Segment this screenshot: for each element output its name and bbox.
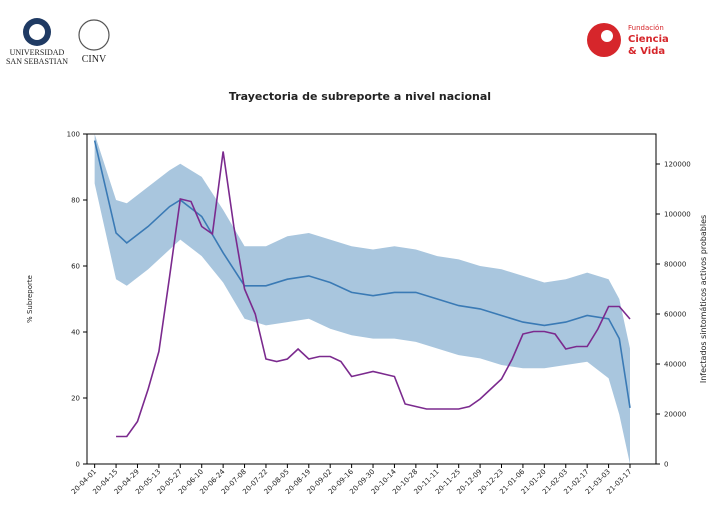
y2-tick-label: 0 bbox=[664, 461, 668, 469]
series-line bbox=[93, 140, 631, 409]
y2-axis-label: Infectados sintomáticos activos probable… bbox=[699, 215, 708, 383]
university-name: UNIVERSIDAD bbox=[10, 48, 65, 57]
usс-logo-inner bbox=[29, 24, 45, 40]
university-name: SAN SEBASTIAN bbox=[6, 57, 68, 66]
plot-frame bbox=[86, 133, 657, 465]
cinv-name: CINV bbox=[82, 54, 107, 65]
chart-title: Trayectoria de subreporte a nivel nacion… bbox=[229, 90, 491, 103]
y-tick-label: 60 bbox=[71, 263, 80, 271]
fcv-name: & Vida bbox=[628, 46, 665, 57]
y-tick-label: 40 bbox=[71, 329, 80, 337]
cinv-logo bbox=[78, 19, 110, 51]
y2-tick-label: 100000 bbox=[664, 211, 691, 219]
fcv-name: Fundación bbox=[628, 24, 664, 32]
confidence-band bbox=[94, 134, 630, 464]
y-tick-label: 80 bbox=[71, 197, 80, 205]
y2-tick-label: 80000 bbox=[664, 261, 686, 269]
y-tick-label: 20 bbox=[71, 395, 80, 403]
y2-tick-label: 40000 bbox=[664, 361, 686, 369]
series-line bbox=[116, 151, 631, 438]
y2-tick-label: 60000 bbox=[664, 311, 686, 319]
y-tick-label: 0 bbox=[76, 461, 80, 469]
y-axis-label: % Subreporte bbox=[26, 275, 34, 323]
y-tick-label: 100 bbox=[67, 131, 80, 139]
fcv-name: Ciencia bbox=[628, 34, 669, 45]
y2-tick-label: 20000 bbox=[664, 411, 686, 419]
fcv-logo-inner bbox=[601, 30, 613, 42]
y2-tick-label: 120000 bbox=[664, 161, 691, 169]
